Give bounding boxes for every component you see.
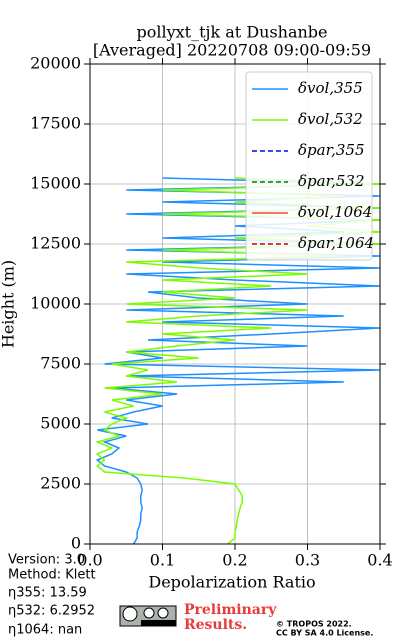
results: Results. [184, 617, 247, 633]
y-tick-label: 20000 [30, 54, 81, 73]
y-tick-label: 5000 [40, 414, 81, 433]
y-tick-label: 2500 [40, 474, 81, 493]
cc-strip [141, 620, 176, 626]
legend-label: δvol,355 [298, 79, 363, 97]
method: Method: Klett [8, 568, 96, 583]
eta-532: η532: 6.2952 [8, 604, 95, 619]
x-tick-label: 0.4 [367, 551, 392, 570]
preliminary: Preliminary [184, 602, 277, 618]
y-tick-label: 7500 [40, 354, 81, 373]
x-tick-label: 0.2 [222, 551, 247, 570]
x-tick-label: 0.1 [150, 551, 175, 570]
by-icon [143, 607, 155, 619]
ticks: 0.0 0.1 0.2 0.3 0.4 0 2500 5000 7500 10000 12500 15… [30, 54, 393, 570]
legend-label: δvol,532 [298, 110, 363, 128]
legend: δvol,355 δvol,532 δpar,355 δpar,532 δvol,106… [245, 71, 374, 261]
license: CC BY SA 4.0 License. [276, 629, 373, 638]
cc-icon [122, 606, 138, 622]
legend-box [245, 71, 373, 261]
x-tick-label: 0.3 [295, 551, 320, 570]
y-tick-label: 0 [71, 534, 81, 553]
y-axis-label: Height (m) [0, 260, 18, 348]
y-tick-label: 15000 [30, 174, 81, 193]
legend-label: δpar,1064 [298, 234, 374, 252]
sa-icon [157, 607, 169, 619]
series-line [95, 177, 380, 544]
info: Version: 3.0 Method: Klett η355: 13.59 η… [8, 553, 96, 638]
chart-subtitle: [Averaged] 20220708 09:00-09:59 [93, 41, 371, 60]
legend-label: δpar,532 [298, 172, 365, 190]
y-tick-label: 10000 [30, 294, 81, 313]
legend-label: δpar,355 [298, 141, 365, 159]
cc-logo [119, 605, 177, 627]
chart-title: pollyxt_tjk at Dushanbe [136, 23, 327, 42]
eta-1064: η1064: nan [8, 623, 82, 638]
x-axis-label: Depolarization Ratio [148, 573, 315, 592]
y-tick-label: 17500 [30, 114, 81, 133]
eta-355: η355: 13.59 [8, 586, 87, 601]
y-tick-label: 12500 [30, 234, 81, 253]
x-tick-label: 0.0 [77, 551, 102, 570]
legend-label: δvol,1064 [298, 203, 372, 221]
copyright: © TROPOS 2022. [276, 620, 352, 629]
version: Version: 3.0 [8, 553, 85, 568]
